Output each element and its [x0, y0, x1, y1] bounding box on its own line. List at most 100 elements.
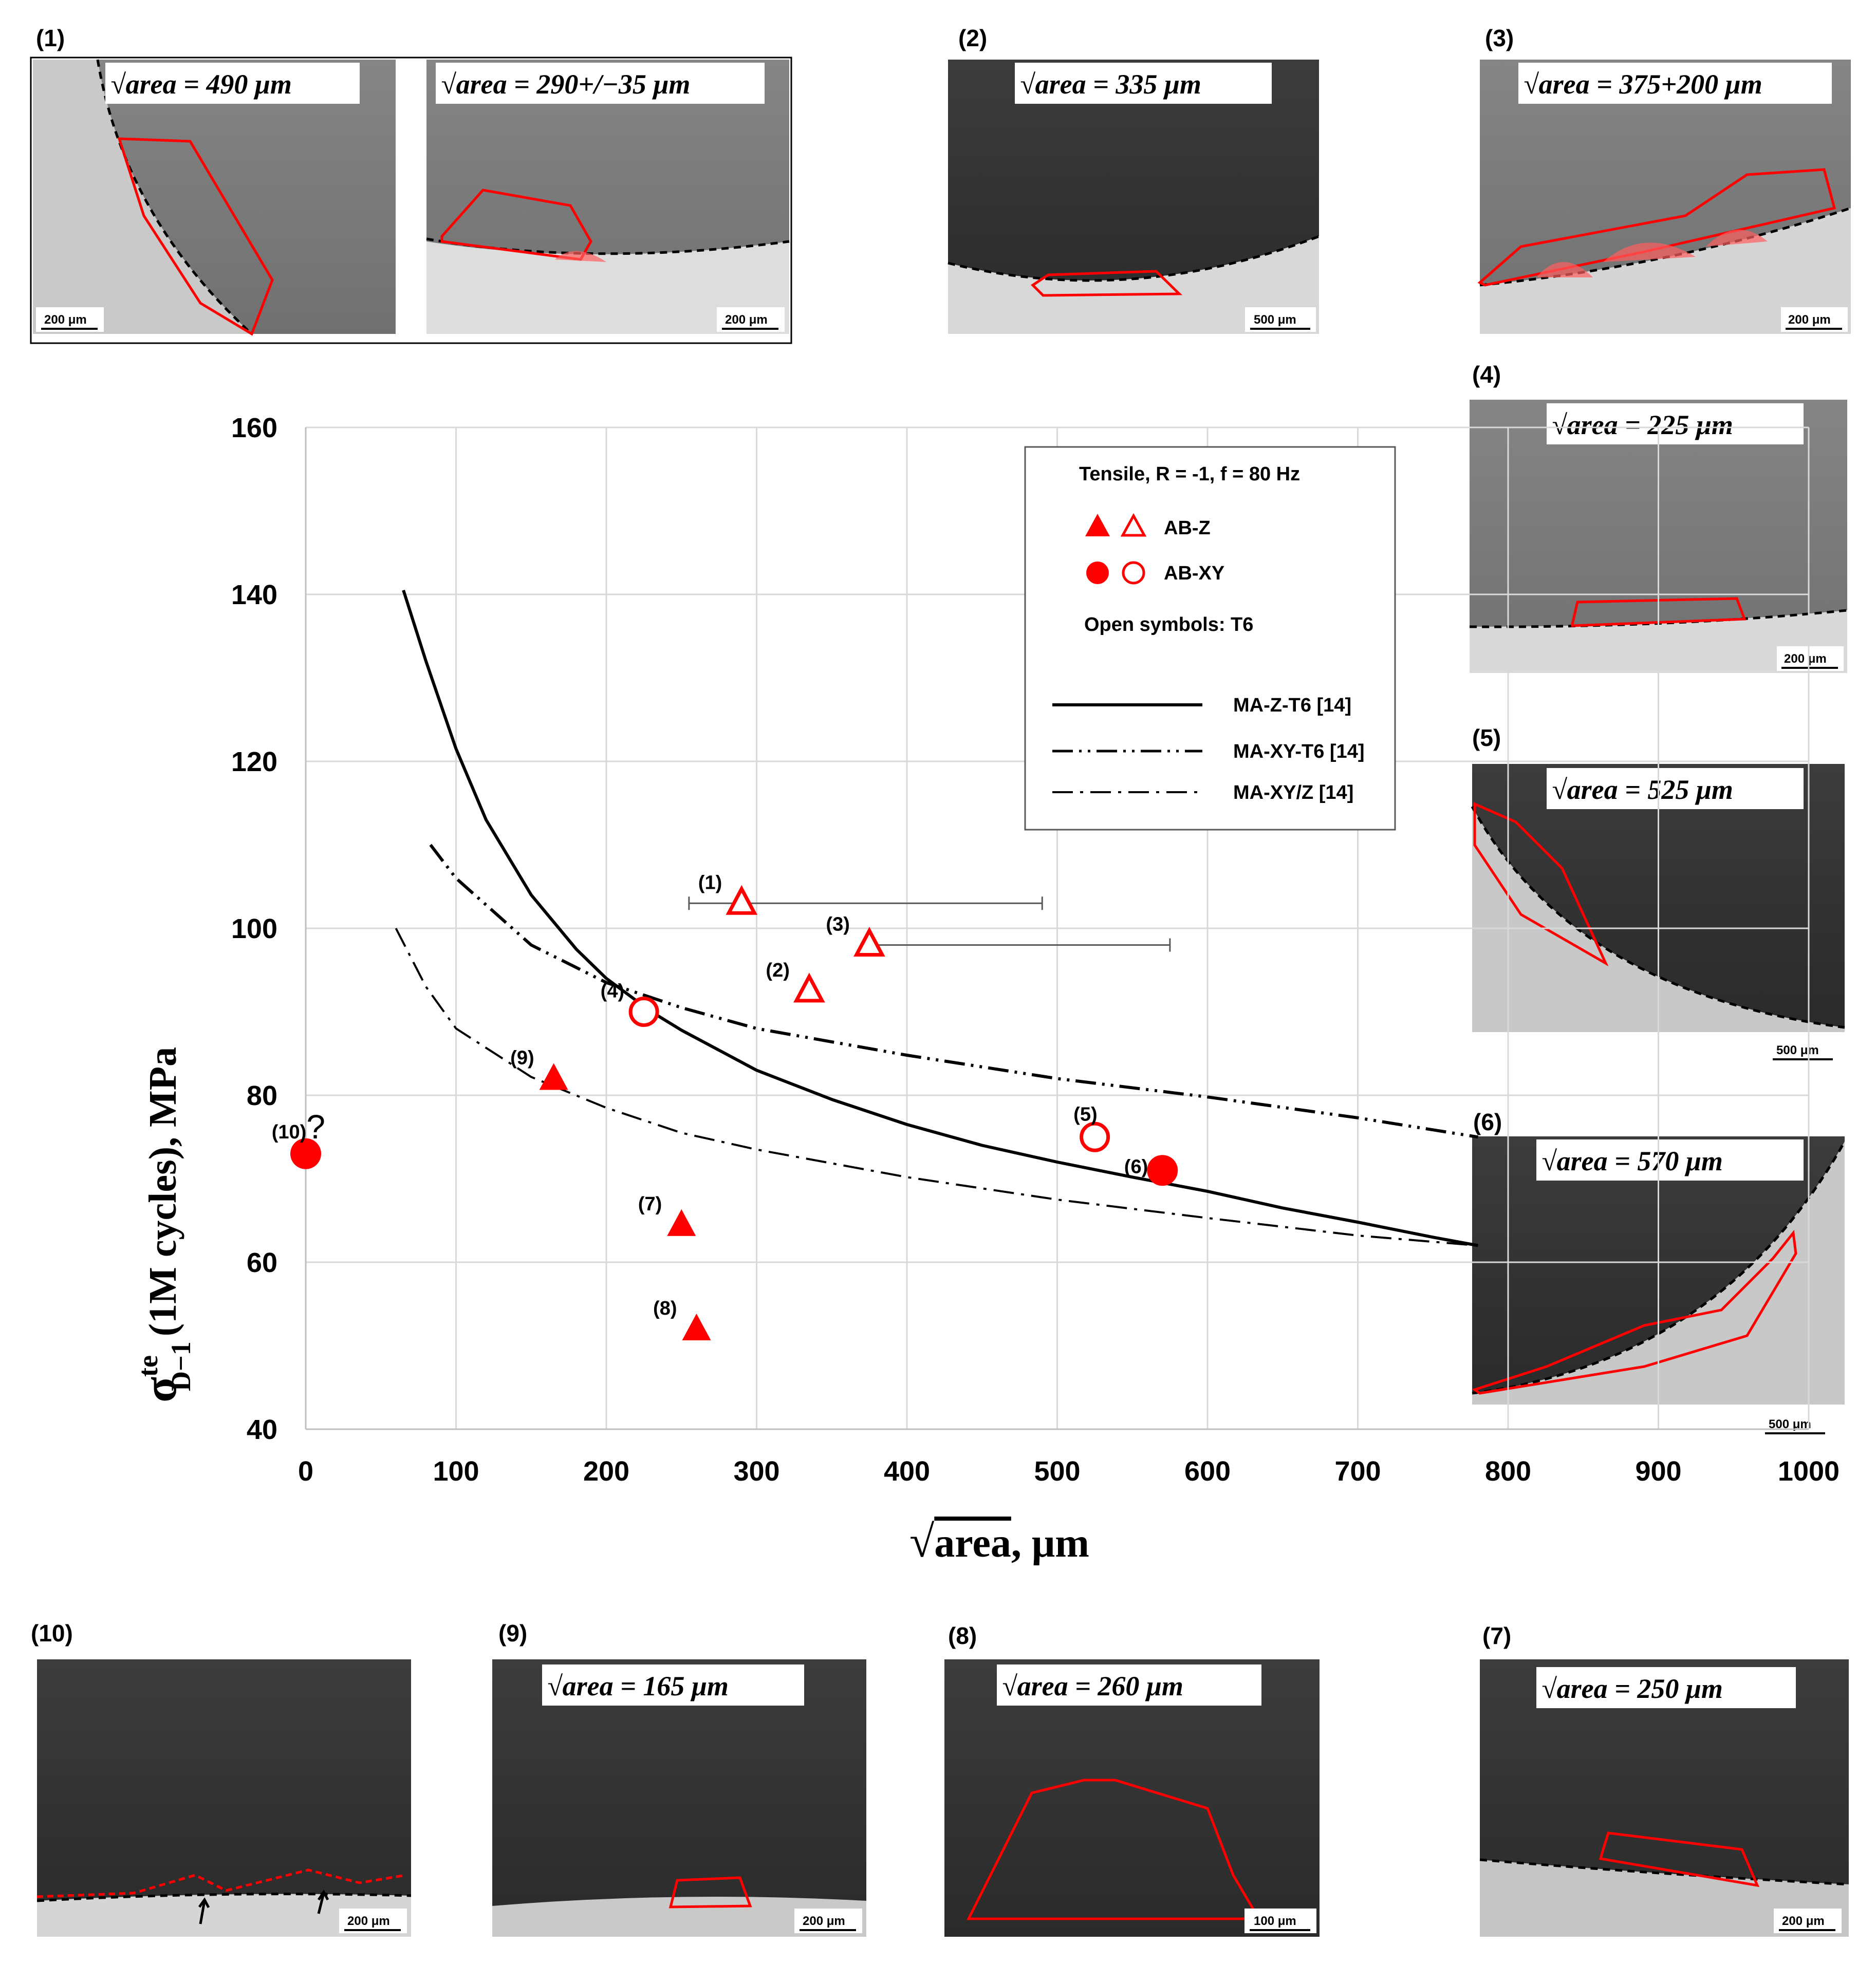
x-tick-500: 500	[1034, 1456, 1080, 1487]
point-9	[539, 1063, 568, 1090]
defect-fill-1b	[555, 251, 606, 262]
point-8	[682, 1314, 711, 1340]
surface-edge-5	[1471, 806, 1845, 1029]
point-6	[1147, 1155, 1178, 1186]
curve-ma-xy-t6-14	[429, 844, 1478, 1139]
defect-outline-7	[1599, 1831, 1760, 1887]
panel-6-label: (6)	[1473, 1109, 1502, 1135]
caption-box-4	[1547, 403, 1804, 444]
label-8: (8)	[653, 1298, 677, 1319]
legend-ab-z: AB-Z	[1164, 517, 1211, 539]
panel-4-label: (4)	[1472, 361, 1501, 388]
sem-panel-10: (10) 200 μm	[31, 1620, 412, 1937]
y-tick-labels: 40 60 80 100 120 140 160	[231, 413, 277, 1445]
defect-outline-9	[668, 1876, 752, 1909]
caption-box-1a	[105, 63, 360, 104]
sem-bg-10	[37, 1894, 411, 1937]
y-tick-120: 120	[231, 746, 277, 777]
x-tick-600: 600	[1184, 1456, 1231, 1487]
data-points	[290, 885, 1178, 1340]
sem-bg-6	[1472, 1142, 1845, 1405]
y-label-sub: D−1	[165, 1341, 196, 1391]
caption-box-2	[1015, 63, 1272, 104]
x-tick-100: 100	[433, 1456, 479, 1487]
y-tick-60: 60	[247, 1247, 277, 1278]
legend-note: Open symbols: T6	[1084, 614, 1253, 635]
x-tick-900: 900	[1635, 1456, 1681, 1487]
defect-outline-1a	[117, 137, 274, 336]
caption-1b: √area = 290+/−35 μm	[441, 69, 690, 100]
label-5: (5)	[1073, 1103, 1097, 1125]
sem-bg-2	[948, 236, 1319, 334]
scalebar-text-4: 200 μm	[1784, 652, 1827, 666]
arrow-10b	[317, 1890, 329, 1914]
panel-2-label: (2)	[958, 25, 987, 51]
scalebar-text-1b: 200 μm	[725, 313, 768, 327]
x-tick-300: 300	[733, 1456, 779, 1487]
legend-open-triangle	[1120, 513, 1147, 537]
point-7	[667, 1209, 696, 1236]
point-5	[1080, 1121, 1110, 1152]
label-7: (7)	[638, 1193, 662, 1215]
label-9: (9)	[510, 1048, 534, 1069]
label-10: (10)?	[272, 1108, 325, 1146]
caption-8: √area = 260 μm	[1002, 1671, 1183, 1701]
x-tick-700: 700	[1334, 1456, 1381, 1487]
defect-outline-1b	[440, 189, 592, 261]
scalebar-text-7: 200 μm	[1782, 1914, 1825, 1928]
x-label-root: √	[909, 1517, 935, 1567]
scalebar-text-2: 500 μm	[1254, 313, 1296, 327]
y-label-sup: te	[133, 1355, 163, 1377]
sem-bg-1b	[426, 241, 789, 334]
point-10	[290, 1138, 321, 1169]
panel-8-label: (8)	[948, 1622, 977, 1649]
error-bars	[688, 896, 1171, 952]
y-label-rest: (1M cycles), MPa	[141, 1047, 184, 1336]
point-2	[793, 972, 825, 1003]
surface-edge-6	[1472, 1140, 1846, 1395]
caption-box-8	[997, 1664, 1261, 1706]
point-1	[726, 885, 758, 915]
x-label-rest: , μm	[1011, 1521, 1089, 1566]
defect-outline-3	[1477, 168, 1836, 287]
x-tick-0: 0	[298, 1456, 313, 1487]
caption-box-1b	[436, 63, 765, 104]
legend-ma-xy-z: MA-XY/Z [14]	[1233, 782, 1353, 803]
surface-edge-2	[948, 235, 1320, 282]
defect-outline-5	[1473, 802, 1609, 967]
sem-panel-1a: √area = 490 μm 200 μm	[33, 59, 396, 336]
panel-5-label: (5)	[1472, 724, 1501, 751]
y-tick-100: 100	[231, 913, 277, 944]
sem-panel-3: (3) √area = 375+200 μm 200 μm	[1477, 25, 1851, 334]
y-tick-40: 40	[247, 1414, 277, 1445]
surface-edge-7	[1479, 1858, 1849, 1886]
defect-outline-8	[966, 1779, 1261, 1920]
x-tick-labels: 0 100 200 300 400 500 600 700 800 900 1000	[298, 1456, 1840, 1487]
label-2: (2)	[766, 960, 789, 981]
legend-filled-triangle	[1085, 514, 1110, 536]
arrow-10a	[198, 1897, 210, 1924]
legend-heading: Tensile, R = -1, f = 80 Hz	[1079, 463, 1300, 485]
caption-3: √area = 375+200 μm	[1524, 69, 1762, 100]
x-axis-label: √area, μm	[909, 1517, 1089, 1567]
y-tick-160: 160	[231, 413, 277, 443]
panel-1-frame	[30, 57, 792, 344]
scalebar-text-3: 200 μm	[1788, 313, 1831, 327]
defect-outline-6	[1472, 1229, 1797, 1395]
caption-9: √area = 165 μm	[547, 1671, 729, 1701]
panel-9-label: (9)	[498, 1620, 527, 1647]
legend-ma-xy-t6: MA-XY-T6 [14]	[1233, 741, 1364, 762]
sem-bg-1a	[33, 60, 252, 334]
caption-4: √area = 225 μm	[1552, 409, 1733, 440]
scalebar-text-9: 200 μm	[803, 1914, 845, 1928]
sem-panel-1b: √area = 290+/−35 μm 200 μm	[426, 60, 790, 334]
y-tick-140: 140	[231, 579, 277, 610]
defect-fill-3	[1536, 230, 1768, 277]
panel-7-label: (7)	[1482, 1622, 1511, 1649]
legend-box	[1024, 446, 1396, 831]
scalebar-text-5: 500 μm	[1776, 1043, 1819, 1057]
label-suffix-10: ?	[306, 1108, 325, 1146]
legend-open-circle	[1122, 561, 1145, 585]
surface-edge-1b	[426, 237, 790, 255]
